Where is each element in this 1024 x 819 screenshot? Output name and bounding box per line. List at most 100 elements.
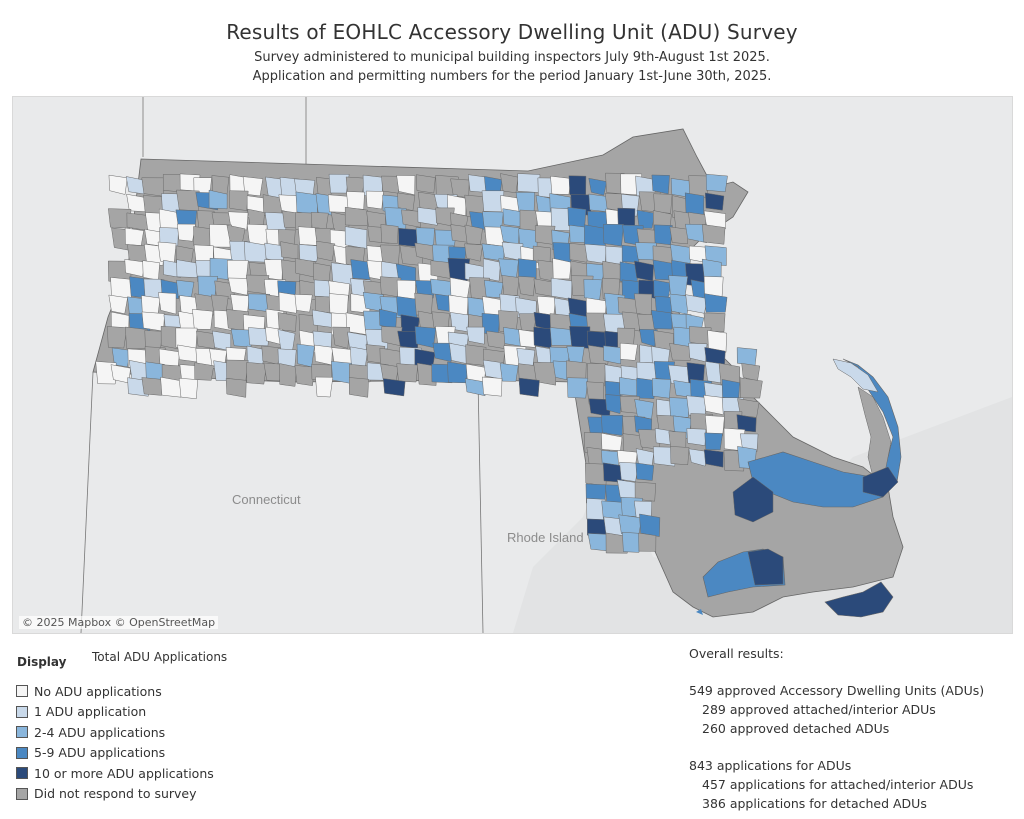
town-polygon[interactable] [346, 191, 365, 210]
town-polygon[interactable] [653, 193, 673, 214]
town-polygon[interactable] [638, 532, 657, 552]
town-polygon[interactable] [464, 224, 483, 245]
town-polygon[interactable] [618, 514, 642, 535]
town-polygon[interactable] [603, 345, 622, 365]
town-polygon[interactable] [125, 176, 147, 195]
town-polygon[interactable] [481, 376, 503, 397]
town-polygon[interactable] [704, 293, 728, 313]
town-polygon[interactable] [111, 347, 131, 368]
legend-item[interactable]: No ADU applications [16, 681, 214, 702]
town-polygon[interactable] [329, 293, 349, 316]
town-polygon[interactable] [481, 243, 505, 262]
legend-item[interactable]: 10 or more ADU applications [16, 763, 214, 784]
town-polygon[interactable] [192, 309, 214, 330]
town-polygon[interactable] [141, 377, 163, 396]
provincetown[interactable] [832, 358, 879, 393]
town-polygon[interactable] [208, 189, 228, 210]
town-polygon[interactable] [588, 177, 608, 196]
town-polygon[interactable] [533, 362, 557, 386]
falmouth[interactable] [732, 476, 774, 523]
town-polygon[interactable] [634, 398, 654, 420]
town-polygon[interactable] [739, 377, 763, 399]
town-polygon[interactable] [651, 174, 670, 195]
town-polygon[interactable] [350, 259, 372, 280]
town-polygon[interactable] [603, 223, 624, 247]
town-polygon[interactable] [721, 379, 741, 401]
town-polygon[interactable] [685, 223, 708, 244]
town-polygon[interactable] [466, 326, 485, 345]
town-polygon[interactable] [417, 207, 438, 226]
town-polygon[interactable] [124, 227, 144, 246]
town-polygon[interactable] [348, 377, 369, 398]
town-polygon[interactable] [584, 243, 607, 264]
town-polygon[interactable] [158, 292, 177, 315]
town-polygon[interactable] [396, 363, 419, 383]
town-polygon[interactable] [566, 377, 589, 399]
town-polygon[interactable] [178, 377, 199, 400]
town-polygon[interactable] [688, 448, 709, 467]
town-polygon[interactable] [639, 329, 658, 347]
town-polygon[interactable] [481, 190, 505, 213]
town-polygon[interactable] [705, 173, 728, 193]
town-polygon[interactable] [227, 211, 249, 231]
display-selector[interactable]: Total ADU Applications [92, 650, 228, 664]
town-polygon[interactable] [396, 296, 418, 319]
town-polygon[interactable] [328, 173, 350, 194]
town-polygon[interactable] [449, 342, 468, 364]
town-polygon[interactable] [108, 174, 128, 195]
town-polygon[interactable] [295, 191, 319, 216]
legend-item[interactable]: 5-9 ADU applications [16, 743, 214, 764]
map-panel[interactable]: Connecticut Rhode Island © 2025 Mapbox ©… [12, 96, 1013, 634]
town-polygon[interactable] [447, 361, 468, 384]
town-polygon[interactable] [569, 243, 590, 263]
nantucket[interactable] [824, 581, 894, 618]
town-polygon[interactable] [176, 259, 200, 278]
town-polygon[interactable] [622, 532, 641, 553]
town-polygon[interactable] [106, 326, 128, 349]
town-polygon[interactable] [141, 295, 161, 314]
town-polygon[interactable] [332, 326, 351, 349]
town-polygon[interactable] [314, 344, 333, 366]
town-polygon[interactable] [653, 279, 672, 298]
town-polygon[interactable] [569, 326, 591, 349]
town-polygon[interactable] [670, 446, 690, 466]
town-polygon[interactable] [141, 177, 165, 197]
legend-item[interactable]: 1 ADU application [16, 702, 214, 723]
town-polygon[interactable] [650, 309, 673, 330]
town-polygon[interactable] [194, 362, 215, 381]
town-polygon[interactable] [298, 244, 320, 262]
town-polygon[interactable] [533, 326, 553, 349]
town-polygon[interactable] [401, 209, 421, 228]
town-polygons[interactable] [95, 172, 763, 554]
town-polygon[interactable] [636, 377, 657, 399]
town-polygon[interactable] [142, 260, 160, 281]
town-polygon[interactable] [601, 414, 624, 436]
town-polygon[interactable] [619, 342, 638, 361]
town-polygon[interactable] [586, 363, 606, 387]
town-polygon[interactable] [550, 277, 573, 300]
town-polygon[interactable] [430, 278, 454, 298]
town-polygon[interactable] [380, 224, 399, 244]
town-polygon[interactable] [605, 394, 623, 414]
town-polygon[interactable] [349, 364, 372, 383]
town-polygon[interactable] [684, 192, 705, 216]
town-polygon[interactable] [668, 275, 688, 296]
town-polygon[interactable] [464, 243, 483, 262]
town-polygon[interactable] [703, 449, 724, 468]
town-polygon[interactable] [639, 513, 661, 537]
town-polygon[interactable] [415, 174, 436, 194]
town-polygon[interactable] [365, 190, 384, 210]
town-polygon[interactable] [669, 343, 692, 361]
town-polygon[interactable] [248, 327, 270, 347]
legend-item[interactable]: Did not respond to survey [16, 784, 214, 805]
town-polygon[interactable] [246, 362, 267, 385]
town-polygon[interactable] [177, 223, 196, 242]
town-polygon[interactable] [228, 277, 250, 296]
town-polygon[interactable] [414, 326, 437, 348]
town-polygon[interactable] [634, 293, 653, 316]
town-polygon[interactable] [294, 294, 313, 313]
town-polygon[interactable] [449, 277, 471, 299]
town-polygon[interactable] [464, 378, 486, 397]
town-polygon[interactable] [651, 378, 672, 399]
town-polygon[interactable] [549, 327, 573, 346]
